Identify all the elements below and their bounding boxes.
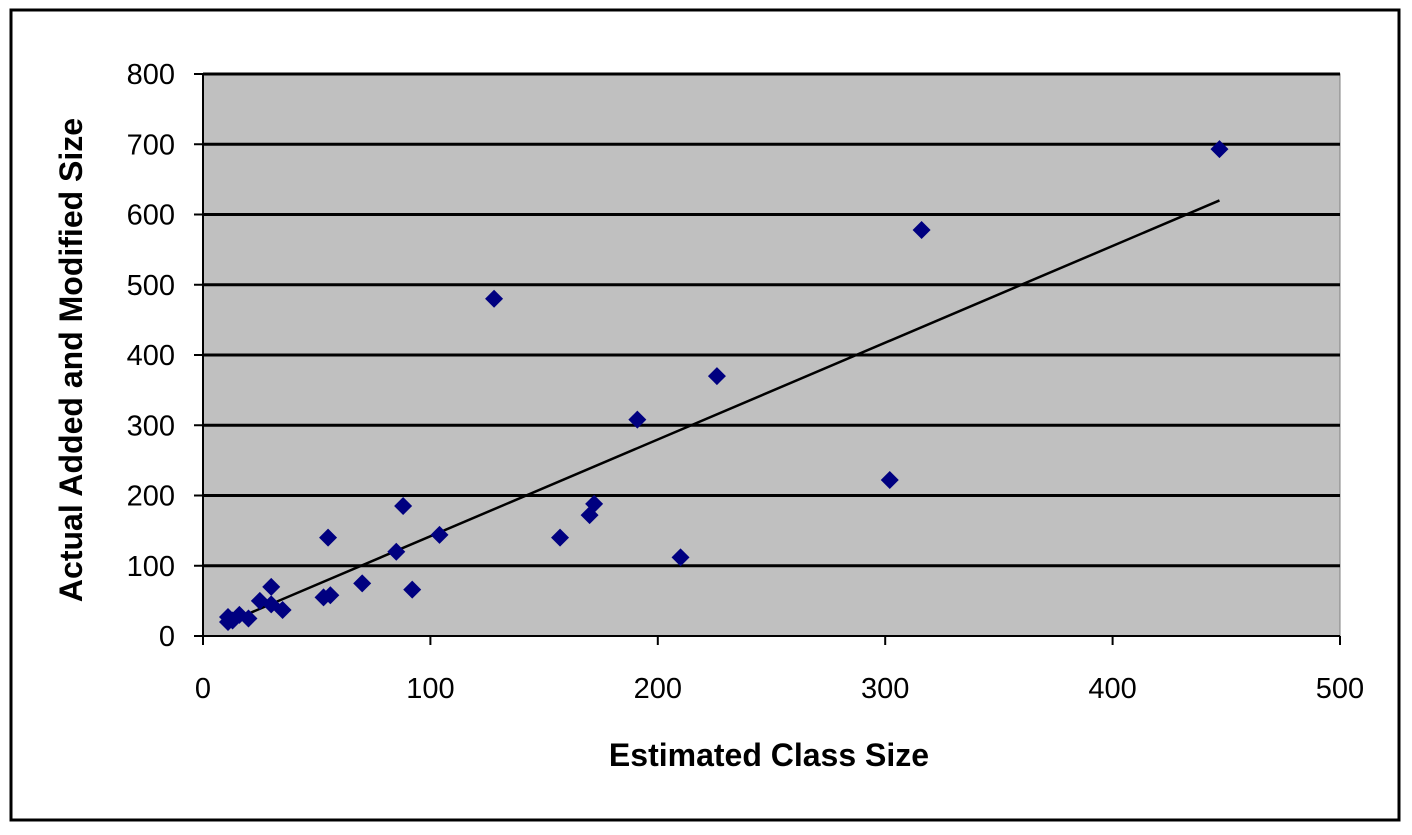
data-point-22 xyxy=(628,410,647,429)
data-point-9 xyxy=(273,601,292,620)
y-tick-label-700: 700 xyxy=(127,129,175,161)
data-point-14 xyxy=(387,542,406,561)
x-tick-label-100: 100 xyxy=(406,673,454,705)
data-points xyxy=(219,140,1229,631)
data-point-26 xyxy=(912,220,931,239)
data-point-17 xyxy=(430,525,449,544)
data-point-18 xyxy=(485,289,504,308)
y-tick-label-500: 500 xyxy=(127,270,175,302)
y-axis-title: Actual Added and Modified Size xyxy=(53,118,89,602)
x-tick-label-500: 500 xyxy=(1316,673,1364,705)
data-point-13 xyxy=(353,574,372,593)
data-point-5 xyxy=(239,609,258,628)
data-point-21 xyxy=(585,494,604,513)
data-point-12 xyxy=(321,586,340,605)
data-point-16 xyxy=(403,580,422,599)
data-point-7 xyxy=(262,577,281,596)
y-tick-label-600: 600 xyxy=(127,200,175,232)
y-tick-label-0: 0 xyxy=(159,621,175,653)
y-tick-label-800: 800 xyxy=(127,59,175,91)
x-axis-title: Estimated Class Size xyxy=(609,737,929,773)
x-tick-label-200: 200 xyxy=(634,673,682,705)
data-point-23 xyxy=(671,548,690,567)
gridlines xyxy=(203,72,1340,568)
x-tick-label-300: 300 xyxy=(861,673,909,705)
data-point-27 xyxy=(1210,140,1229,159)
x-tick-label-0: 0 xyxy=(195,673,211,705)
x-tick-label-400: 400 xyxy=(1088,673,1136,705)
data-point-25 xyxy=(880,471,899,490)
data-point-19 xyxy=(551,528,570,547)
y-tick-label-300: 300 xyxy=(127,410,175,442)
y-tick-label-100: 100 xyxy=(127,551,175,583)
data-point-11 xyxy=(319,528,338,547)
y-tick-label-200: 200 xyxy=(127,481,175,513)
data-point-15 xyxy=(394,497,413,516)
data-point-24 xyxy=(707,367,726,386)
y-axis-ticks: 0 100 200 300 400 500 600 700 800 xyxy=(127,59,203,653)
y-tick-label-400: 400 xyxy=(127,340,175,372)
x-axis-ticks: 0 100 200 300 400 500 xyxy=(195,636,1364,705)
